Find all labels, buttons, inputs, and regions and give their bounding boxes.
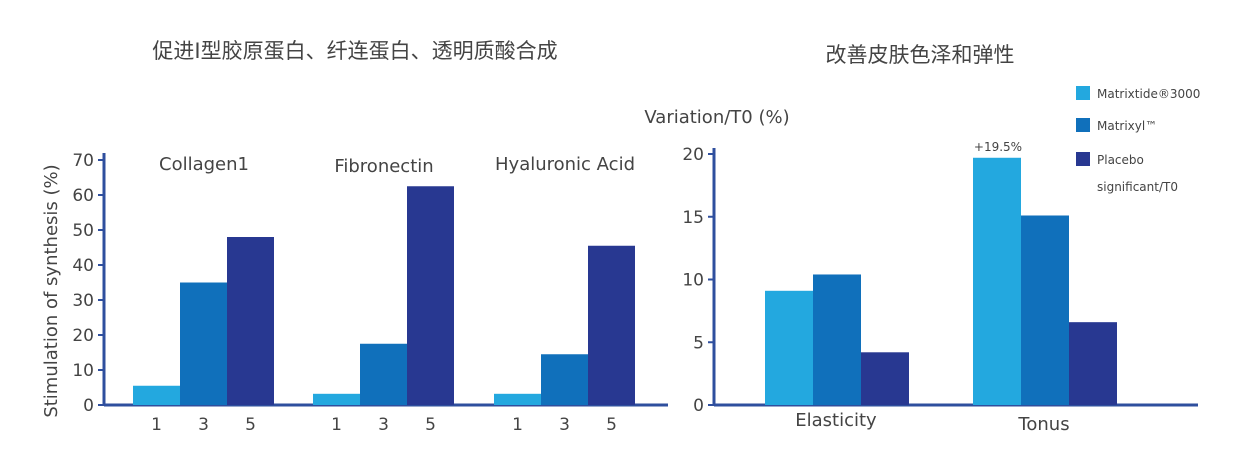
bar-elasticity-placebo: [861, 352, 909, 405]
legend-note: significant/T0: [1097, 180, 1178, 194]
bar-tonus-matrixyl: [1021, 215, 1069, 405]
right-y-tick-label: 0: [693, 396, 704, 416]
bar-elasticity-matrixyl: [813, 274, 861, 405]
left-x-tick-label: 5: [425, 415, 436, 435]
bar-fibronectin-dose-3: [360, 343, 407, 405]
group-label-fibronectin: Fibronectin: [334, 156, 433, 177]
bar-collagen1-dose-5: [227, 237, 274, 405]
bar-collagen1-dose-1: [133, 385, 180, 405]
left-x-tick-label: 1: [512, 415, 523, 435]
group-label-hyaluronic-acid: Hyaluronic Acid: [495, 154, 635, 175]
left-y-tick-label: 10: [72, 361, 94, 381]
category-label-tonus: Tonus: [1017, 414, 1069, 435]
left-y-tick-label: 50: [72, 221, 94, 241]
bar-collagen1-dose-3: [180, 282, 227, 405]
legend-label-matrixtide: Matrixtide®3000: [1097, 87, 1200, 101]
bar-fibronectin-dose-5: [407, 186, 454, 405]
left-y-tick-label: 20: [72, 326, 94, 346]
bar-hyaluronic-acid-dose-3: [541, 354, 588, 405]
left-chart-title: 促进Ⅰ型胶原蛋白、纤连蛋白、透明质酸合成: [152, 39, 557, 63]
legend-label-matrixyl: Matrixyl™: [1097, 119, 1157, 133]
bar-hyaluronic-acid-dose-5: [588, 245, 635, 405]
bar-tonus-placebo: [1069, 322, 1117, 405]
right-chart-title: 改善皮肤色泽和弹性: [826, 43, 1015, 67]
left-x-tick-label: 5: [606, 415, 617, 435]
legend-label-placebo: Placebo: [1097, 153, 1144, 167]
left-y-tick-label: 0: [83, 396, 94, 416]
right-y-axis-label: Variation/T0 (%): [644, 107, 789, 128]
left-y-tick-label: 30: [72, 291, 94, 311]
bar-tonus-matrixtide: [973, 157, 1021, 405]
left-x-tick-label: 5: [245, 415, 256, 435]
right-y-tick-label: 10: [682, 271, 704, 291]
left-y-tick-label: 70: [72, 151, 94, 171]
legend-swatch-matrixtide: [1076, 86, 1090, 100]
right-y-tick-label: 5: [693, 333, 704, 353]
left-x-tick-label: 3: [378, 415, 389, 435]
bar-elasticity-matrixtide: [765, 290, 813, 405]
tonus-annotation: +19.5%: [974, 140, 1022, 154]
right-y-tick-label: 20: [682, 145, 704, 165]
right-y-tick-label: 15: [682, 208, 704, 228]
left-y-axis-label: Stimulation of synthesis (%): [41, 164, 62, 417]
category-label-elasticity: Elasticity: [795, 410, 877, 431]
left-x-tick-label: 3: [198, 415, 209, 435]
group-label-collagen1: Collagen1: [159, 154, 249, 175]
left-x-tick-label: 1: [151, 415, 162, 435]
left-x-tick-label: 1: [331, 415, 342, 435]
left-y-tick-label: 60: [72, 186, 94, 206]
legend-swatch-placebo: [1076, 152, 1090, 166]
legend-swatch-matrixyl: [1076, 118, 1090, 132]
left-x-tick-label: 3: [559, 415, 570, 435]
left-y-tick-label: 40: [72, 256, 94, 276]
bar-hyaluronic-acid-dose-1: [494, 393, 541, 405]
bar-fibronectin-dose-1: [313, 393, 360, 405]
